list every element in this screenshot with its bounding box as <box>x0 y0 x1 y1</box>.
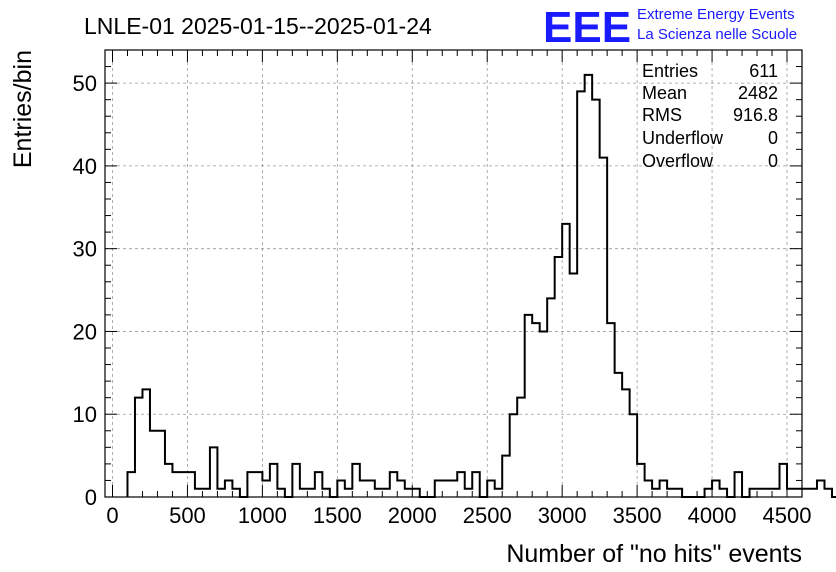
histogram-line <box>126 73 836 498</box>
x-tick-label: 4000 <box>688 503 737 528</box>
y-tick-label: 20 <box>73 319 97 344</box>
logo-line-2: La Scienza nelle Scuole <box>637 26 797 43</box>
grid-lines <box>105 50 802 497</box>
eee-logo: EEE Extreme Energy Events La Scienza nel… <box>543 3 797 52</box>
stat-value-overflow: 0 <box>768 151 778 171</box>
stat-label-mean: Mean <box>642 83 687 103</box>
x-tick-label: 2000 <box>388 503 437 528</box>
x-tick-label: 1500 <box>313 503 362 528</box>
x-tick-label: 3000 <box>538 503 587 528</box>
y-tick-label: 0 <box>85 485 97 510</box>
x-tick-label: 0 <box>106 503 118 528</box>
x-tick-label: 1000 <box>238 503 287 528</box>
stat-value-entries: 611 <box>749 61 778 81</box>
chart-title: LNLE-01 2025-01-15--2025-01-24 <box>84 13 432 39</box>
y-tick-label: 30 <box>73 237 97 262</box>
plot-frame <box>104 49 803 498</box>
y-tick-labels: 0 10 20 30 40 50 <box>73 71 97 510</box>
y-tick-label: 10 <box>73 402 97 427</box>
axis-ticks <box>105 49 803 498</box>
x-tick-label: 500 <box>169 503 206 528</box>
stat-value-underflow: 0 <box>768 128 778 148</box>
x-tick-label: 2500 <box>463 503 512 528</box>
x-axis-label: Number of "no hits" events <box>506 540 802 568</box>
x-tick-label: 4500 <box>763 503 812 528</box>
stat-value-rms: 916.8 <box>733 105 778 125</box>
stats-box: Entries 611 Mean 2482 RMS 916.8 Underflo… <box>642 61 778 171</box>
y-tick-label: 50 <box>73 71 97 96</box>
stat-label-overflow: Overflow <box>642 151 714 171</box>
stat-value-mean: 2482 <box>738 83 778 103</box>
stat-label-rms: RMS <box>642 105 682 125</box>
stat-label-entries: Entries <box>642 61 698 81</box>
logo-line-1: Extreme Energy Events <box>637 6 795 23</box>
x-tick-labels: 0 500 1000 1500 2000 2500 3000 3500 4000 4500 <box>106 503 811 528</box>
stat-label-underflow: Underflow <box>642 128 724 148</box>
eee-logo-text: EEE <box>543 3 631 52</box>
x-tick-label: 3500 <box>613 503 662 528</box>
y-axis-label: Entries/bin <box>9 50 37 168</box>
y-tick-label: 40 <box>73 154 97 179</box>
